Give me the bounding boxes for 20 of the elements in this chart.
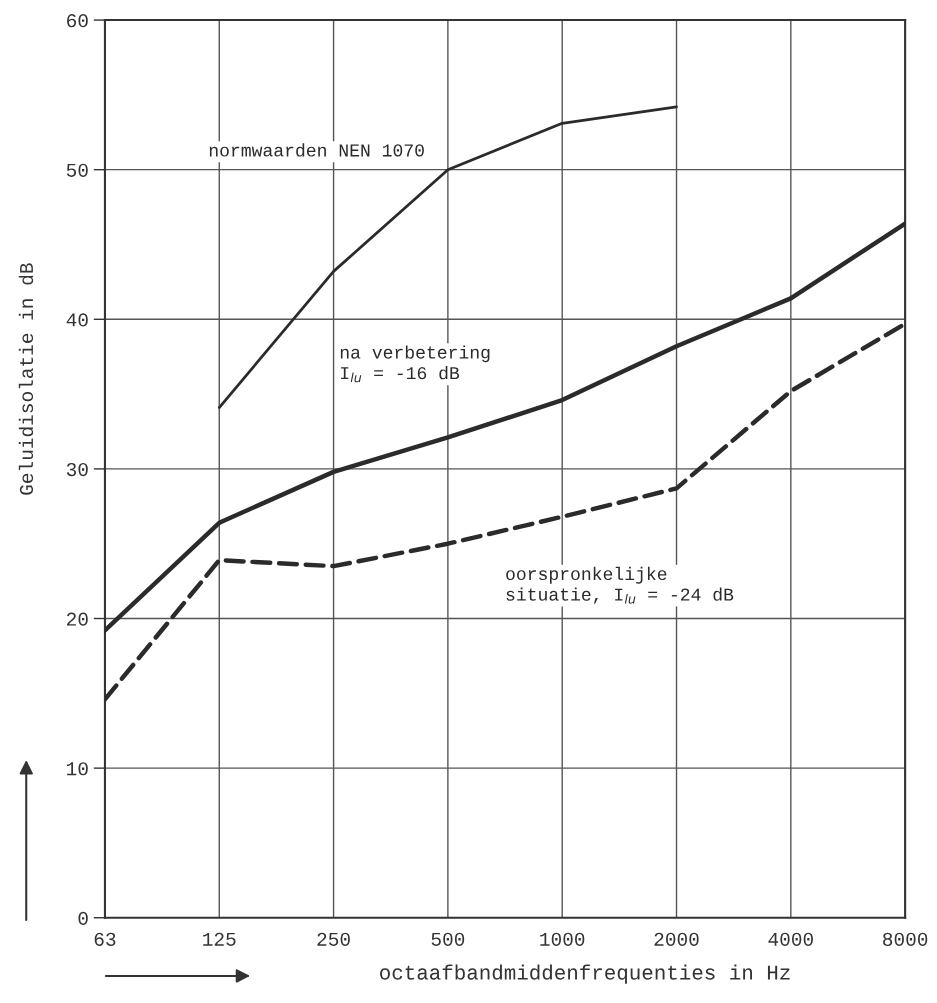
x-tick-label: 8000 — [883, 932, 928, 946]
x-tick-label: 125 — [203, 932, 236, 946]
x-tick-label: 500 — [431, 932, 465, 946]
x-tick-label: 4000 — [768, 932, 813, 946]
x-tick-label: 2000 — [654, 932, 699, 946]
y-tick-label: 20 — [67, 612, 88, 626]
y-tick-label: 10 — [67, 762, 88, 776]
x-tick-label: 63 — [94, 932, 116, 946]
y-tick-label: 40 — [66, 313, 88, 327]
y-tick-label: 30 — [66, 462, 88, 477]
y-tick-label: 0 — [78, 911, 88, 925]
x-tick-label: 1000 — [540, 932, 585, 946]
text: na verbetering I$_{lu}$ = -16 dB — [340, 345, 490, 383]
series-label: oorspronkelijke situatie, I$_{lu}$ = -24 dB — [506, 566, 734, 604]
x-axis-title: octaafbandmiddenfrequenties in Hz — [380, 964, 790, 984]
y-axis-title: Geluidisolatie in dB — [18, 263, 34, 495]
y-tick-label: 50 — [66, 163, 88, 177]
y-tick-label: 60 — [67, 14, 88, 28]
x-tick-label: 250 — [317, 932, 350, 946]
series-label: normwaarden NEN 1070 — [209, 143, 424, 157]
